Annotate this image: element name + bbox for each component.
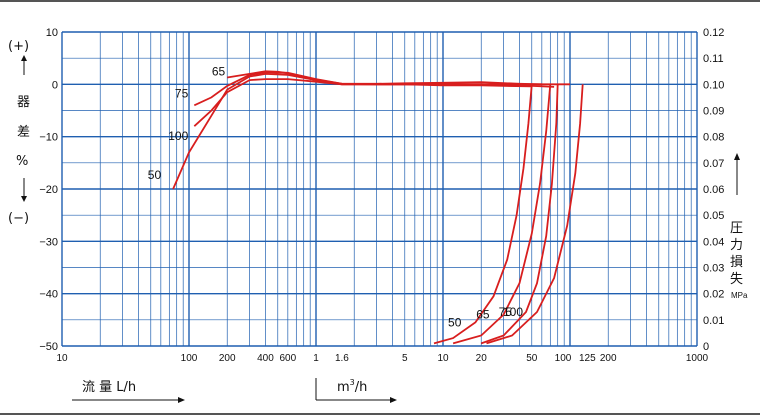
x-axis-tick-label-m3h: 200 xyxy=(600,353,617,364)
x-axis-tick-label-m3h: 100 xyxy=(555,353,572,364)
x-arrowhead-lh xyxy=(178,397,185,403)
right-axis-tick-label: 0.10 xyxy=(703,79,724,91)
left-axis-down-arrowhead xyxy=(21,196,27,202)
error-curve-label: 50 xyxy=(148,168,162,182)
right-axis-tick-label: 0.01 xyxy=(703,315,724,327)
x-label-lh: 流 量 L/h xyxy=(82,380,136,395)
error-curve-65 xyxy=(227,70,542,86)
x-axis-tick-label-m3h: 10 xyxy=(437,353,449,364)
error-curve-label: 75 xyxy=(175,86,189,100)
left-axis-label-char-2: 差 xyxy=(17,125,30,140)
left-axis-tick-label: 0 xyxy=(52,79,58,91)
x-axis-tick-label-lh: 10 xyxy=(56,353,68,364)
x-label-m3h: m3/h xyxy=(337,378,367,395)
left-axis-tick-label: −10 xyxy=(39,132,58,144)
top-border xyxy=(0,0,760,2)
right-axis-tick-label: 0.04 xyxy=(703,236,724,248)
right-axis-tick-label: 0 xyxy=(703,341,709,353)
right-axis-tick-label: 0.08 xyxy=(703,132,724,144)
x-axis-tick-label-lh: 400 xyxy=(257,353,274,364)
x-label-m3h-rest: /h xyxy=(355,380,368,395)
left-axis-tick-label: −40 xyxy=(39,289,58,301)
right-axis-label-char-4: 失 xyxy=(730,272,743,287)
right-axis-tick-label: 0.06 xyxy=(703,184,724,196)
chart-labels: 100−10−20−30−40−500.120.110.100.090.080.… xyxy=(39,27,724,364)
error-curve-label: 65 xyxy=(212,65,226,79)
right-axis-tick-label: 0.12 xyxy=(703,27,724,39)
left-axis-tick-label: −30 xyxy=(39,236,58,248)
left-axis-bottom-sign: (−) xyxy=(8,211,29,226)
x-axis-tick-label-lh: 200 xyxy=(219,353,236,364)
right-axis-tick-label: 0.02 xyxy=(703,289,724,301)
x-axis-tick-label-m3h: 1 xyxy=(313,353,319,364)
x-arrowhead-m3h xyxy=(390,397,397,403)
x-axis-tick-label-m3h: 50 xyxy=(526,353,538,364)
left-axis-top-sign: (+) xyxy=(8,39,29,54)
x-axis-tick-label-m3h: 125 xyxy=(579,353,596,364)
right-axis-label-char-1: 圧 xyxy=(730,221,743,236)
x-axis-tick-label-m3h: 20 xyxy=(476,353,488,364)
right-axis-tick-label: 0.05 xyxy=(703,210,724,222)
right-axis-tick-label: 0.03 xyxy=(703,263,724,275)
error-curve-label: 100 xyxy=(168,129,188,143)
right-axis-tick-label: 0.07 xyxy=(703,158,724,170)
pressure-curve-label: 65 xyxy=(476,308,490,322)
left-axis-tick-label: −20 xyxy=(39,184,58,196)
right-axis-tick-label: 0.09 xyxy=(703,106,724,118)
bottom-border xyxy=(0,413,760,415)
pressure-curve-50 xyxy=(433,84,533,345)
pressure-curve-65 xyxy=(452,84,552,345)
right-axis-label-char-2: 力 xyxy=(730,238,743,253)
pressure-curve-label: 50 xyxy=(448,315,462,329)
x-axis-tick-label-m3h: 5 xyxy=(402,353,408,364)
left-axis-up-arrowhead xyxy=(21,55,27,61)
x-axis-tick-label-lh: 600 xyxy=(279,353,296,364)
right-axis-unit: MPa xyxy=(731,291,748,300)
right-axis-up-arrowhead xyxy=(734,153,740,160)
pressure-curve-75 xyxy=(480,84,559,345)
x-axis-tick-label-m3h: 1.6 xyxy=(335,353,349,364)
left-axis-label-char-3: % xyxy=(16,154,28,169)
x-label-m3h-sup: 3 xyxy=(350,378,355,387)
pressure-curve-label: 100 xyxy=(503,305,523,319)
error-curve-50 xyxy=(172,72,532,190)
x-axis-tick-label-lh: 100 xyxy=(181,353,198,364)
pressure-curve-label: 75 xyxy=(499,305,513,319)
x-axis-tick-label-m3h: 1000 xyxy=(686,353,709,364)
left-axis-label-char-1: 器 xyxy=(17,95,30,110)
right-axis-tick-label: 0.11 xyxy=(703,53,724,65)
chart-grid xyxy=(61,31,698,347)
left-axis-tick-label: −50 xyxy=(39,341,58,353)
pressure-curve-100 xyxy=(486,84,584,345)
right-axis-label-char-3: 損 xyxy=(730,255,743,270)
left-axis-tick-label: 10 xyxy=(46,27,58,39)
x-label-m3h-base: m xyxy=(337,380,350,395)
